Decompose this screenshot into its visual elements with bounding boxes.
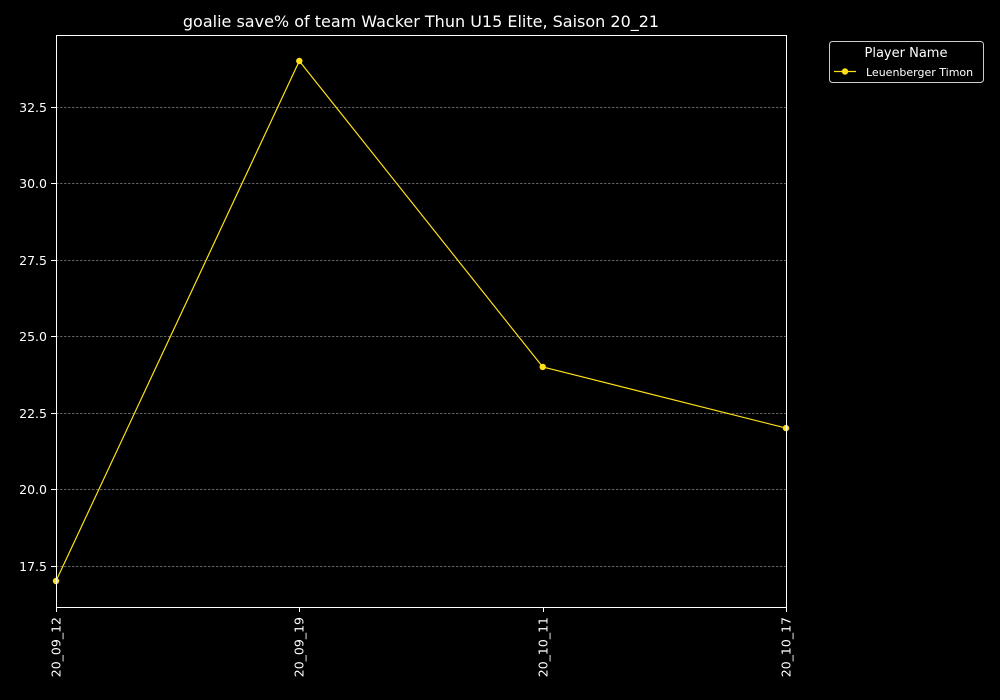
legend-entries: Leuenberger Timon xyxy=(834,66,973,79)
series-layer xyxy=(52,57,790,585)
y-tick-label: 27.5 xyxy=(19,253,47,268)
y-tick-label: 22.5 xyxy=(19,406,47,421)
legend: Player Name Leuenberger Timon xyxy=(829,41,984,83)
x-tick-label: 20_09_12 xyxy=(49,617,64,677)
x-tick-label: 20_10_17 xyxy=(779,617,794,677)
plot-frame xyxy=(56,35,787,608)
legend-marker xyxy=(841,68,849,75)
data-point xyxy=(296,57,303,65)
y-tick-label: 17.5 xyxy=(19,559,47,574)
y-tick-label: 25.0 xyxy=(19,329,47,344)
grid-lines xyxy=(56,107,786,567)
chart-title: goalie save% of team Wacker Thun U15 Eli… xyxy=(183,12,659,32)
legend-box xyxy=(829,41,984,83)
legend-title: Player Name xyxy=(865,46,948,61)
y-tick-label: 30.0 xyxy=(19,176,47,191)
x-tick-label: 20_10_11 xyxy=(536,617,551,677)
series-line xyxy=(55,60,787,582)
y-tick-label: 20.0 xyxy=(19,482,47,497)
y-tick-label: 32.5 xyxy=(19,100,47,115)
x-tick-label: 20_09_19 xyxy=(292,617,307,677)
axes: 17.5 20.0 22.5 25.0 27.5 30.0 32.5 20_09_12 20_0… xyxy=(19,100,793,677)
data-point xyxy=(539,363,546,371)
legend-label: Leuenberger Timon xyxy=(866,66,973,79)
